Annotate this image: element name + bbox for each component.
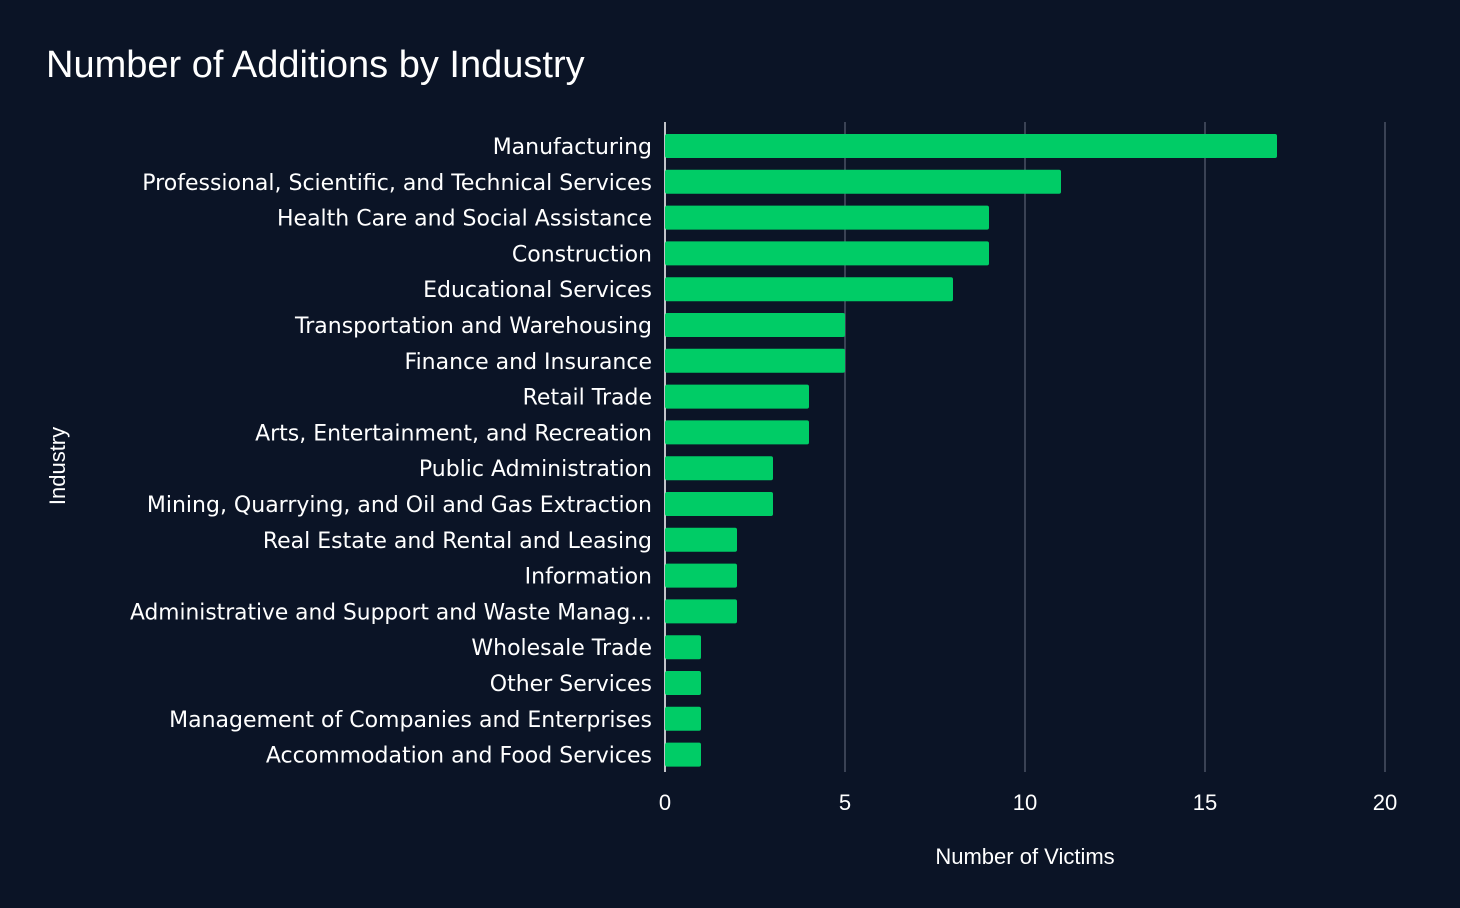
category-label: Health Care and Social Assistance <box>277 207 652 232</box>
x-tick-labels: 0 5 10 15 20 <box>659 790 1397 815</box>
bars <box>665 134 1277 767</box>
bar[interactable] <box>665 742 701 767</box>
bar[interactable] <box>665 134 1277 158</box>
category-label: Construction <box>512 242 652 267</box>
x-tick-label: 15 <box>1193 790 1217 815</box>
bar[interactable] <box>665 492 773 516</box>
category-label: Educational Services <box>423 278 652 303</box>
category-label: Arts, Entertainment, and Recreation <box>255 421 652 446</box>
category-label: Manufacturing <box>493 135 652 160</box>
category-label: Transportation and Warehousing <box>294 314 652 339</box>
bar[interactable] <box>665 169 1061 194</box>
category-labels: Manufacturing Professional, Scientific, a… <box>130 135 652 769</box>
bar[interactable] <box>665 527 737 552</box>
bar[interactable] <box>665 420 809 445</box>
bar[interactable] <box>665 313 845 337</box>
bar[interactable] <box>665 277 953 302</box>
x-tick-label: 0 <box>659 790 671 815</box>
category-label: Mining, Quarrying, and Oil and Gas Extra… <box>147 493 652 518</box>
bar[interactable] <box>665 384 809 409</box>
x-tick-label: 10 <box>1013 790 1037 815</box>
category-label: Wholesale Trade <box>471 636 652 661</box>
category-label: Real Estate and Rental and Leasing <box>263 529 652 554</box>
bar[interactable] <box>665 599 737 624</box>
y-axis-title: Industry <box>45 427 70 505</box>
category-label: Retail Trade <box>523 386 652 411</box>
category-label: Accommodation and Food Services <box>266 744 652 769</box>
grid-lines <box>664 122 1386 772</box>
chart-title: Number of Additions by Industry <box>46 44 585 86</box>
x-axis-title: Number of Victims <box>935 844 1114 869</box>
category-label: Finance and Insurance <box>405 350 652 375</box>
x-tick-label: 20 <box>1373 790 1397 815</box>
bar[interactable] <box>665 205 989 230</box>
bar[interactable] <box>665 635 701 660</box>
bar[interactable] <box>665 348 845 373</box>
bar[interactable] <box>665 671 701 695</box>
category-label: Information <box>525 565 652 590</box>
category-label: Administrative and Support and Waste Man… <box>130 600 652 625</box>
category-label: Public Administration <box>419 457 652 482</box>
bar[interactable] <box>665 241 989 266</box>
bar[interactable] <box>665 456 773 481</box>
x-tick-label: 5 <box>839 790 851 815</box>
category-label: Other Services <box>490 672 652 697</box>
bar[interactable] <box>665 563 737 588</box>
category-label: Professional, Scientific, and Technical … <box>142 171 652 196</box>
bar[interactable] <box>665 706 701 731</box>
category-label: Management of Companies and Enterprises <box>169 708 652 733</box>
